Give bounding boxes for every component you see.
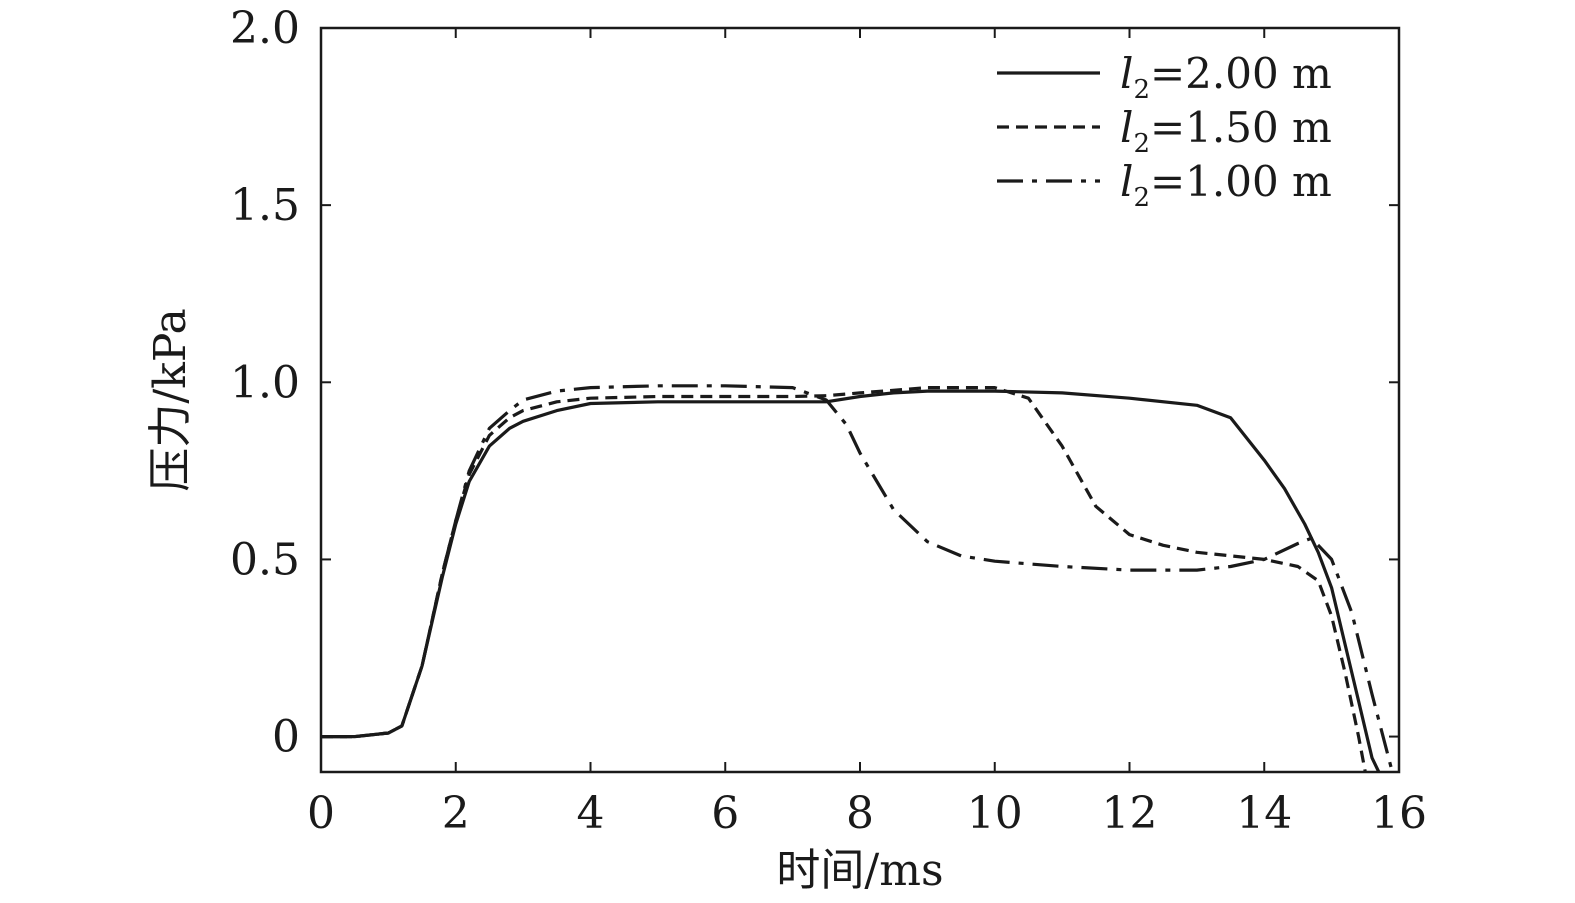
series-line-3 [321, 384, 1394, 772]
series-lines [321, 384, 1394, 772]
x-tick-label: 6 [711, 788, 739, 839]
y-tick-label: 2.0 [230, 3, 300, 54]
legend-label-2: l2=1.50 m [1120, 103, 1332, 159]
x-tick-label: 16 [1371, 788, 1427, 839]
y-tick-label: 1.5 [230, 180, 300, 231]
legend-label-3: l2=1.00 m [1120, 157, 1332, 213]
x-axis-label: 时间/ms [776, 845, 943, 896]
x-tick-label: 2 [442, 788, 470, 839]
x-tick-label: 14 [1236, 788, 1292, 839]
x-tick-label: 0 [307, 788, 335, 839]
x-tick-label: 4 [577, 788, 605, 839]
x-tick-label: 8 [846, 788, 874, 839]
axis-tick-labels: 0 2 4 6 8 10 12 14 16 0 0.5 1.0 1.5 2.0 [230, 3, 1427, 839]
x-tick-label: 12 [1102, 788, 1158, 839]
plot-frame [319, 26, 1401, 774]
y-tick-label: 0.5 [230, 534, 300, 585]
legend-label-1: l2=2.00 m [1120, 49, 1332, 105]
y-axis-label: 压力/kPa [145, 308, 196, 491]
y-tick-label: 1.0 [230, 357, 300, 408]
x-tick-label: 10 [967, 788, 1023, 839]
legend: l2=2.00 ml2=1.50 ml2=1.00 m [997, 49, 1332, 213]
y-tick-label: 0 [272, 712, 300, 763]
